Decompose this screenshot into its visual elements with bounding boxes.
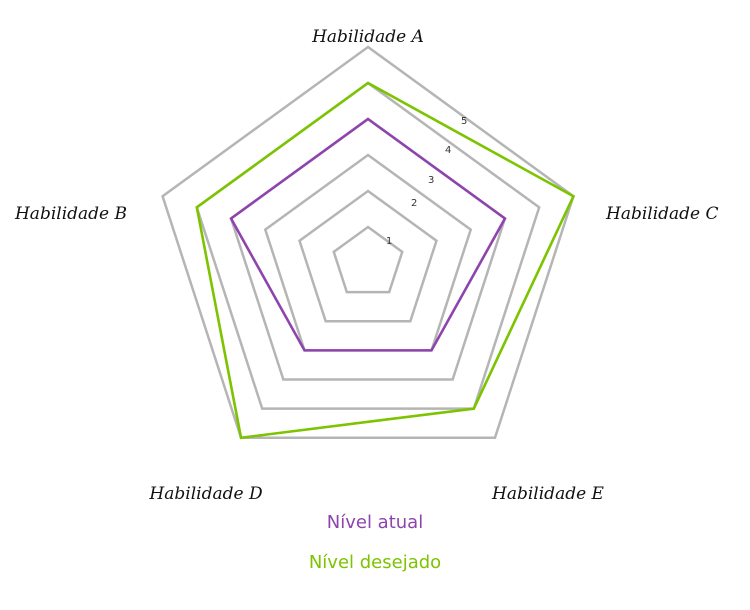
tick-label-5: 5 [461, 116, 467, 127]
tick-label-1: 1 [386, 236, 392, 247]
tick-layer: 1 2 3 4 5 [386, 116, 467, 247]
axis-label-layer: Habilidade A Habilidade C Habilidade E Habi… [14, 27, 719, 504]
legend-label-nivel-atual: Nível atual [326, 512, 424, 533]
axis-label-habilidade-b: Habilidade B [14, 204, 127, 224]
axis-label-habilidade-c: Habilidade C [605, 204, 719, 224]
axis-label-habilidade-d: Habilidade D [148, 484, 263, 504]
grid-layer [161, 45, 575, 439]
legend-label-nivel-desejado: Nível desejado [308, 552, 442, 573]
tick-label-2: 2 [411, 198, 417, 209]
grid-ring-2 [298, 189, 438, 323]
tick-label-4: 4 [445, 145, 451, 156]
grid-ring-6 [161, 45, 575, 439]
grid-ring-1 [332, 225, 404, 294]
tick-label-3: 3 [428, 175, 434, 186]
grid-ring-5 [195, 81, 541, 410]
axis-label-habilidade-a: Habilidade A [311, 27, 424, 47]
series-line-nivel-atual [229, 117, 507, 352]
series-line-nivel-desejado [195, 81, 576, 440]
legend-item-nivel-atual: Nível atual [0, 512, 750, 533]
axis-label-habilidade-e: Habilidade E [491, 484, 605, 504]
legend-item-nivel-desejado: Nível desejado [0, 552, 750, 573]
series-layer [195, 81, 576, 440]
